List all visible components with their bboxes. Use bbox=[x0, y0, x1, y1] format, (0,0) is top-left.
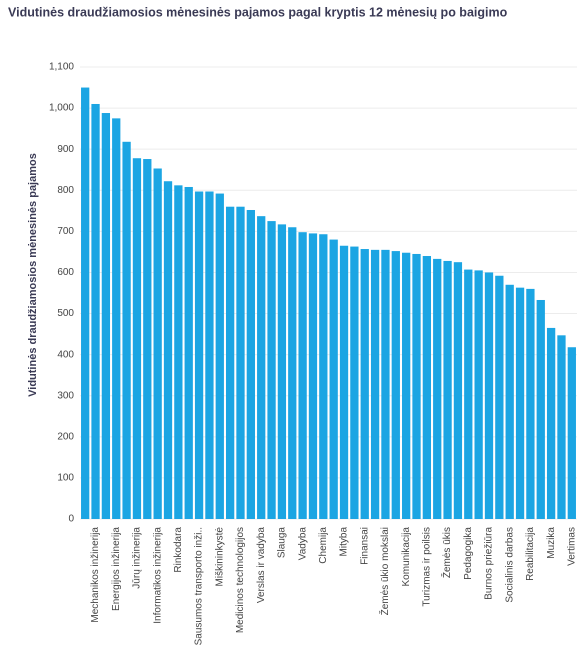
bar bbox=[391, 251, 400, 519]
bar bbox=[474, 270, 483, 519]
x-tick-label: Mityba bbox=[339, 527, 350, 557]
x-tick-label: Sausumos transporto inži.. bbox=[194, 527, 205, 645]
bar bbox=[526, 288, 535, 519]
chart-title: Vidutinės draudžiamosios mėnesinės pajam… bbox=[8, 5, 508, 19]
x-tick-label: Miškininkystė bbox=[214, 527, 225, 587]
x-tick-label: Muzika bbox=[546, 527, 557, 559]
bar bbox=[515, 287, 525, 519]
y-axis-label: Vidutinės draudžiamosios mėnesinės pajam… bbox=[27, 153, 39, 397]
x-tick-label: Turizmas ir poilsis bbox=[422, 527, 433, 607]
bar bbox=[319, 234, 328, 520]
bar bbox=[422, 256, 432, 519]
x-tick-label: Rinkodara bbox=[173, 527, 184, 573]
x-tick-label: Reabilitacija bbox=[525, 527, 536, 581]
bar bbox=[112, 118, 121, 519]
bar bbox=[194, 191, 204, 520]
bar bbox=[205, 191, 214, 520]
bar bbox=[412, 253, 421, 520]
bar bbox=[288, 227, 297, 519]
x-tick-label: Vertimas bbox=[566, 527, 577, 566]
x-tick-label: Vadyba bbox=[297, 527, 308, 561]
bar bbox=[443, 260, 452, 519]
bar bbox=[370, 249, 380, 519]
y-tick-label: 300 bbox=[57, 390, 74, 401]
bar bbox=[453, 262, 463, 519]
bar bbox=[464, 269, 473, 519]
bar bbox=[536, 299, 545, 519]
x-tick-label: Informatikos inžinerija bbox=[152, 527, 163, 624]
x-tick-label: Pedagogika bbox=[463, 527, 474, 580]
x-tick-label: Slauga bbox=[277, 527, 288, 559]
y-tick-label: 600 bbox=[57, 267, 74, 278]
y-tick-label: 100 bbox=[57, 473, 74, 484]
bar bbox=[433, 258, 442, 519]
x-tick-label: Energijos inžinerija bbox=[111, 527, 122, 611]
bar bbox=[277, 224, 287, 520]
x-tick-label: Jūrų inžinerija bbox=[132, 527, 143, 589]
bar bbox=[184, 186, 193, 519]
bar bbox=[81, 87, 90, 519]
bar bbox=[339, 245, 349, 519]
x-tick-label: Finansai bbox=[359, 527, 370, 565]
bar bbox=[246, 209, 255, 519]
bar bbox=[101, 113, 111, 519]
y-tick-label: 400 bbox=[57, 349, 74, 360]
x-tick-label: Chemija bbox=[318, 527, 329, 564]
y-tick-label: 200 bbox=[57, 431, 74, 442]
bar bbox=[567, 347, 576, 519]
bar bbox=[360, 249, 369, 520]
bar bbox=[267, 221, 276, 519]
x-tick-label: Socialinis darbas bbox=[504, 527, 515, 603]
bar bbox=[484, 272, 494, 519]
bar bbox=[329, 239, 338, 519]
y-tick-label: 1,100 bbox=[49, 62, 74, 73]
bar bbox=[308, 233, 318, 519]
x-tick-label: Medicinos technologijos bbox=[235, 527, 246, 633]
bar bbox=[122, 141, 131, 519]
y-tick-label: 500 bbox=[57, 308, 74, 319]
x-tick-label: Žemės ūkis bbox=[440, 527, 453, 578]
bar bbox=[143, 159, 152, 519]
bar bbox=[495, 275, 504, 519]
bar bbox=[163, 181, 173, 519]
x-tick-label: Žemės ūkio mokslai bbox=[378, 527, 391, 615]
x-tick-label: Komunikacija bbox=[401, 527, 412, 587]
bar bbox=[236, 206, 245, 519]
y-tick-label: 900 bbox=[57, 144, 74, 155]
bar bbox=[546, 327, 556, 519]
y-tick-label: 0 bbox=[68, 514, 74, 525]
bar bbox=[91, 103, 100, 520]
bar bbox=[153, 168, 162, 519]
bar bbox=[132, 158, 142, 520]
x-tick-label: Burnos priežiūra bbox=[484, 527, 495, 600]
y-tick-label: 1,000 bbox=[49, 103, 74, 114]
bar bbox=[557, 335, 566, 519]
y-tick-label: 800 bbox=[57, 185, 74, 196]
x-tick-label: Mechanikos inžinerija bbox=[90, 527, 101, 623]
bar bbox=[505, 284, 514, 519]
bar bbox=[402, 252, 411, 520]
bar bbox=[298, 232, 307, 519]
bar bbox=[257, 216, 266, 519]
bar bbox=[381, 249, 390, 519]
bar bbox=[215, 193, 224, 519]
bar bbox=[174, 185, 183, 520]
bar bbox=[225, 206, 235, 519]
bar bbox=[350, 246, 359, 520]
y-tick-label: 700 bbox=[57, 226, 74, 237]
x-tick-label: Verslas ir vadyba bbox=[256, 527, 267, 604]
